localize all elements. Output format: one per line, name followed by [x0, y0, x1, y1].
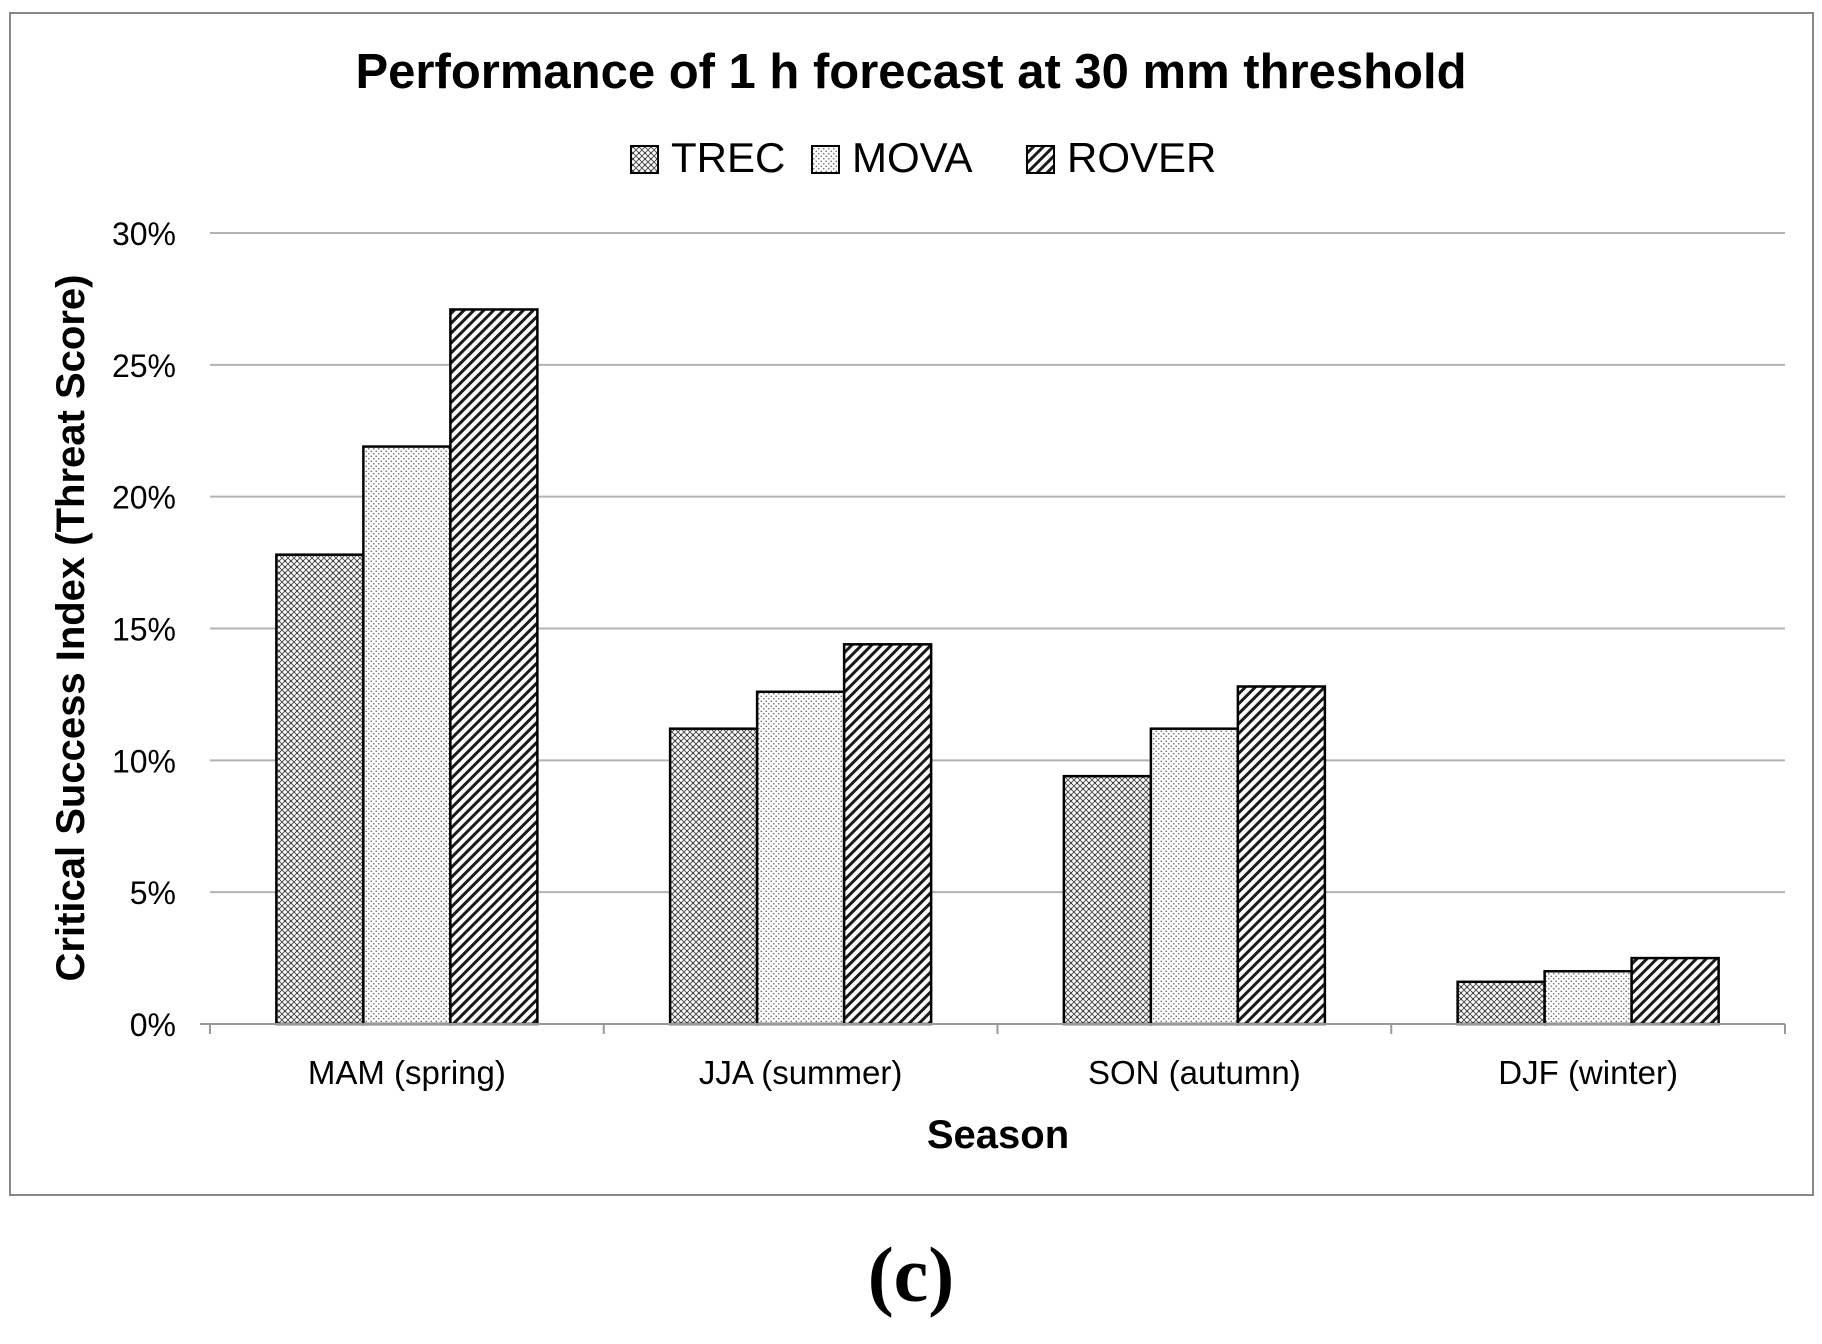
- legend-swatch-rover: [1026, 145, 1055, 174]
- legend-label-rover: ROVER: [1067, 134, 1216, 181]
- y-tick-label: 5%: [130, 875, 176, 911]
- bar-mova: [1543, 970, 1633, 1026]
- bar-trec: [668, 727, 759, 1026]
- bar-mova: [1149, 727, 1240, 1026]
- y-axis-ticks: 0% 5% 10% 15% 20% 25% 30%: [112, 216, 176, 1043]
- x-axis: MAM (spring) JJA (summer) SON (autumn) DJF …: [200, 1023, 1786, 1091]
- y-axis-label: Critical Success Index (Threat Score): [49, 275, 93, 982]
- x-tick-label: SON (autumn): [1088, 1054, 1301, 1091]
- y-tick-label: 25%: [112, 348, 176, 384]
- legend-label-trec: TREC: [671, 134, 785, 181]
- legend-label-mova: MOVA: [852, 134, 973, 181]
- x-axis-label: Season: [927, 1113, 1069, 1157]
- legend-swatch-mova: [811, 145, 840, 174]
- bar-trec: [275, 553, 365, 1026]
- bar-mova: [755, 690, 846, 1026]
- x-tick-label: JJA (summer): [699, 1054, 903, 1091]
- panel-label: (c): [867, 1231, 955, 1318]
- bars: [275, 308, 1720, 1026]
- x-tick-label: MAM (spring): [308, 1054, 506, 1091]
- chart-title: Performance of 1 h forecast at 30 mm thr…: [356, 45, 1467, 99]
- bar-trec: [1062, 774, 1153, 1026]
- bar-mova: [362, 445, 452, 1026]
- legend-swatch-trec: [630, 145, 659, 174]
- y-tick-label: 0%: [130, 1007, 176, 1043]
- y-tick-label: 20%: [112, 480, 176, 516]
- y-tick-label: 10%: [112, 743, 176, 779]
- bar-rover: [1236, 685, 1327, 1026]
- x-tick-label: DJF (winter): [1498, 1054, 1678, 1091]
- bar-rover: [449, 308, 539, 1026]
- bar-rover: [1630, 956, 1720, 1026]
- y-tick-label: 15%: [112, 612, 176, 648]
- bar-rover: [842, 643, 933, 1026]
- bar-trec: [1456, 980, 1546, 1026]
- legend: TREC MOVA ROVER: [630, 134, 1216, 181]
- y-tick-label: 30%: [112, 216, 176, 252]
